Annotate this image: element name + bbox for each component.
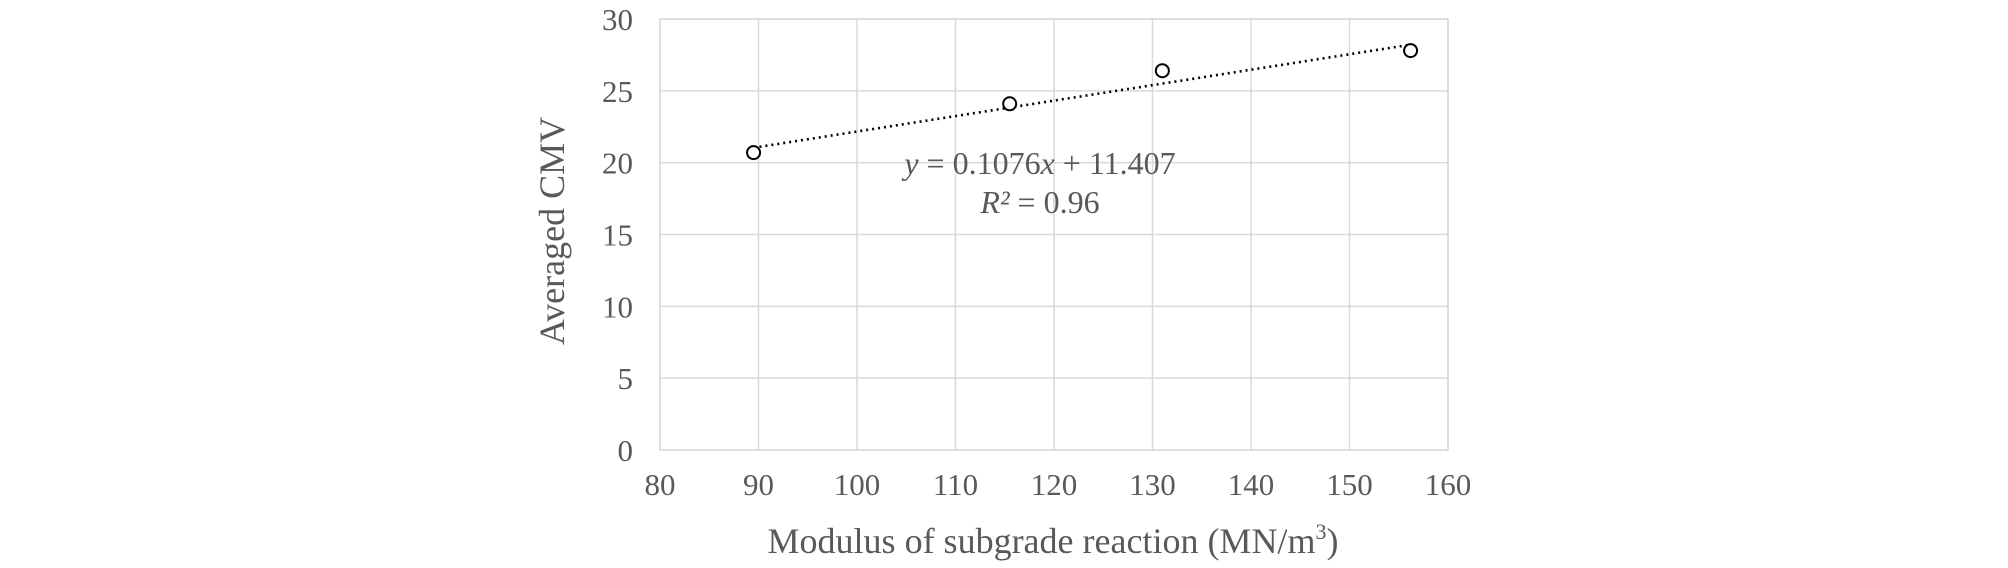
y-tick-label: 5 — [618, 361, 634, 396]
x-axis-title: Modulus of subgrade reaction (MN/m3) — [768, 519, 1339, 561]
equation-x-variable: x — [1040, 145, 1055, 181]
axis-tick-labels: 0 5 10 15 20 25 30 80 90 100 110 120 130 140 150 160 — [602, 2, 1471, 502]
data-point — [1002, 96, 1018, 112]
x-tick-label: 150 — [1326, 467, 1373, 502]
plot-area-border — [659, 18, 1449, 451]
x-tick-label: 160 — [1425, 467, 1472, 502]
y-tick-label: 20 — [602, 146, 633, 181]
x-axis-title-superscript: 3 — [1315, 519, 1326, 544]
y-tick-label: 10 — [602, 289, 633, 324]
trendline-equation: y = 0.1076x + 11.407 — [901, 145, 1175, 181]
r-squared-symbol: R² — [979, 184, 1011, 220]
x-axis-title-close: ) — [1326, 521, 1338, 561]
linear-trendline — [753, 43, 1411, 150]
r-squared-value: = 0.96 — [1010, 184, 1100, 220]
x-tick-label: 140 — [1228, 467, 1275, 502]
y-tick-label: 30 — [602, 2, 633, 37]
x-tick-label: 80 — [645, 467, 676, 502]
y-tick-label: 0 — [618, 433, 634, 468]
trendline-r-squared: R² = 0.96 — [979, 184, 1099, 220]
data-points — [746, 43, 1419, 161]
x-tick-label: 110 — [933, 467, 978, 502]
x-tick-label: 130 — [1129, 467, 1176, 502]
data-point — [1154, 63, 1170, 79]
data-point — [746, 145, 762, 161]
x-axis-title-main: Modulus of subgrade reaction (MN/m — [768, 521, 1316, 561]
data-point — [1403, 43, 1419, 59]
x-tick-label: 120 — [1031, 467, 1078, 502]
equation-slope: = 0.1076 — [919, 145, 1041, 181]
equation-intercept: + 11.407 — [1055, 145, 1176, 181]
y-tick-label: 25 — [602, 74, 633, 109]
y-tick-label: 15 — [602, 218, 633, 253]
x-tick-label: 90 — [743, 467, 774, 502]
y-axis-title: Averaged CMV — [532, 117, 572, 345]
x-tick-label: 100 — [834, 467, 881, 502]
gridlines — [659, 18, 1449, 451]
equation-y-variable: y — [901, 145, 919, 181]
